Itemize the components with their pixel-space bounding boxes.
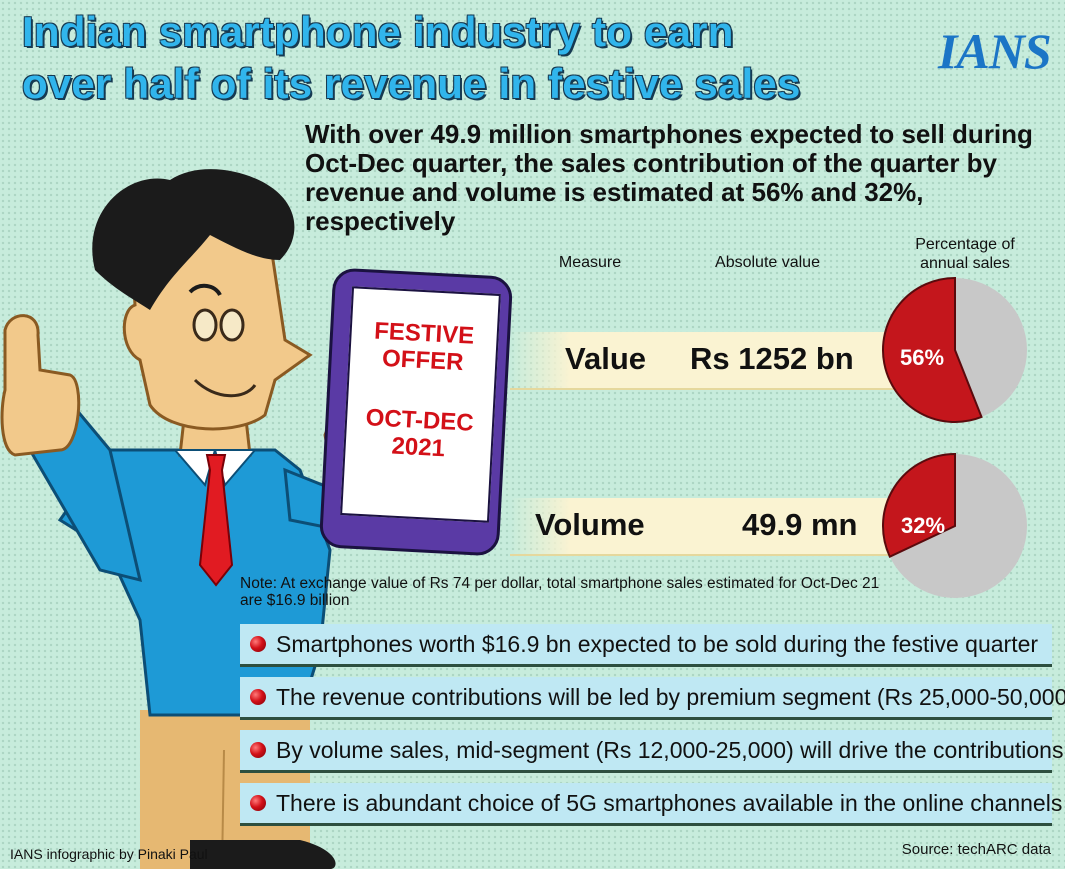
column-header-measure: Measure [558, 254, 622, 271]
infographic-title: Indian smartphone industry to earn over … [22, 6, 801, 110]
absolute-value: Rs 1252 bn [690, 341, 854, 376]
column-header-percentage: Percentage of annual sales [915, 236, 1015, 272]
ians-logo: IANS [938, 23, 1052, 79]
bullet-text: By volume sales, mid-segment (Rs 12,000-… [276, 736, 1064, 763]
pie-label-volume: 32% [901, 513, 946, 538]
bullet-item: There is abundant choice of 5G smartphon… [240, 783, 1062, 826]
bullet-dot-icon [250, 689, 266, 705]
hair [92, 169, 295, 310]
data-source: Source: techARC data [901, 841, 1051, 858]
absolute-volume: 49.9 mn [742, 507, 858, 542]
exchange-note: Note: At exchange value of Rs 74 per dol… [240, 575, 880, 609]
measure-volume: Volume [535, 507, 645, 542]
bullet-item: Smartphones worth $16.9 bn expected to b… [240, 624, 1052, 667]
pie-charts [882, 276, 1027, 598]
smile [193, 378, 257, 398]
bullet-item: The revenue contributions will be led by… [240, 677, 1065, 720]
shoe [190, 840, 336, 869]
bullet-dot-icon [250, 636, 266, 652]
phone-screen: FESTIVE OFFER OCT-DEC 2021 [340, 286, 501, 523]
tie [198, 454, 234, 587]
bullet-dot-icon [250, 742, 266, 758]
pie-share-slice [882, 276, 983, 423]
column-header-absolute: Absolute value [715, 254, 820, 271]
infographic-credit: IANS infographic by Pinaki Paul [10, 846, 208, 862]
bullet-text: There is abundant choice of 5G smartphon… [276, 789, 1063, 816]
bullet-text: The revenue contributions will be led by… [276, 683, 1065, 710]
subtitle: With over 49.9 million smartphones expec… [305, 119, 1033, 236]
eyebrow [188, 283, 222, 297]
bullet-dot-icon [250, 795, 266, 811]
right-eye [219, 308, 245, 342]
bullet-text: Smartphones worth $16.9 bn expected to b… [276, 630, 1039, 657]
bullet-item: By volume sales, mid-segment (Rs 12,000-… [240, 730, 1063, 773]
measure-value: Value [565, 341, 646, 376]
left-eye [192, 308, 218, 342]
thumbs-up-hand [0, 314, 81, 457]
pie-share-slice [882, 452, 956, 558]
row-band-value [510, 332, 930, 390]
row-band-volume [510, 498, 930, 556]
smartphone: FESTIVE OFFER OCT-DEC 2021 [318, 267, 514, 557]
title-line-1: Indian smartphone industry to earn [22, 8, 734, 55]
pie-label-value: 56% [900, 345, 945, 370]
title-line-2: over half of its revenue in festive sale… [22, 60, 801, 107]
